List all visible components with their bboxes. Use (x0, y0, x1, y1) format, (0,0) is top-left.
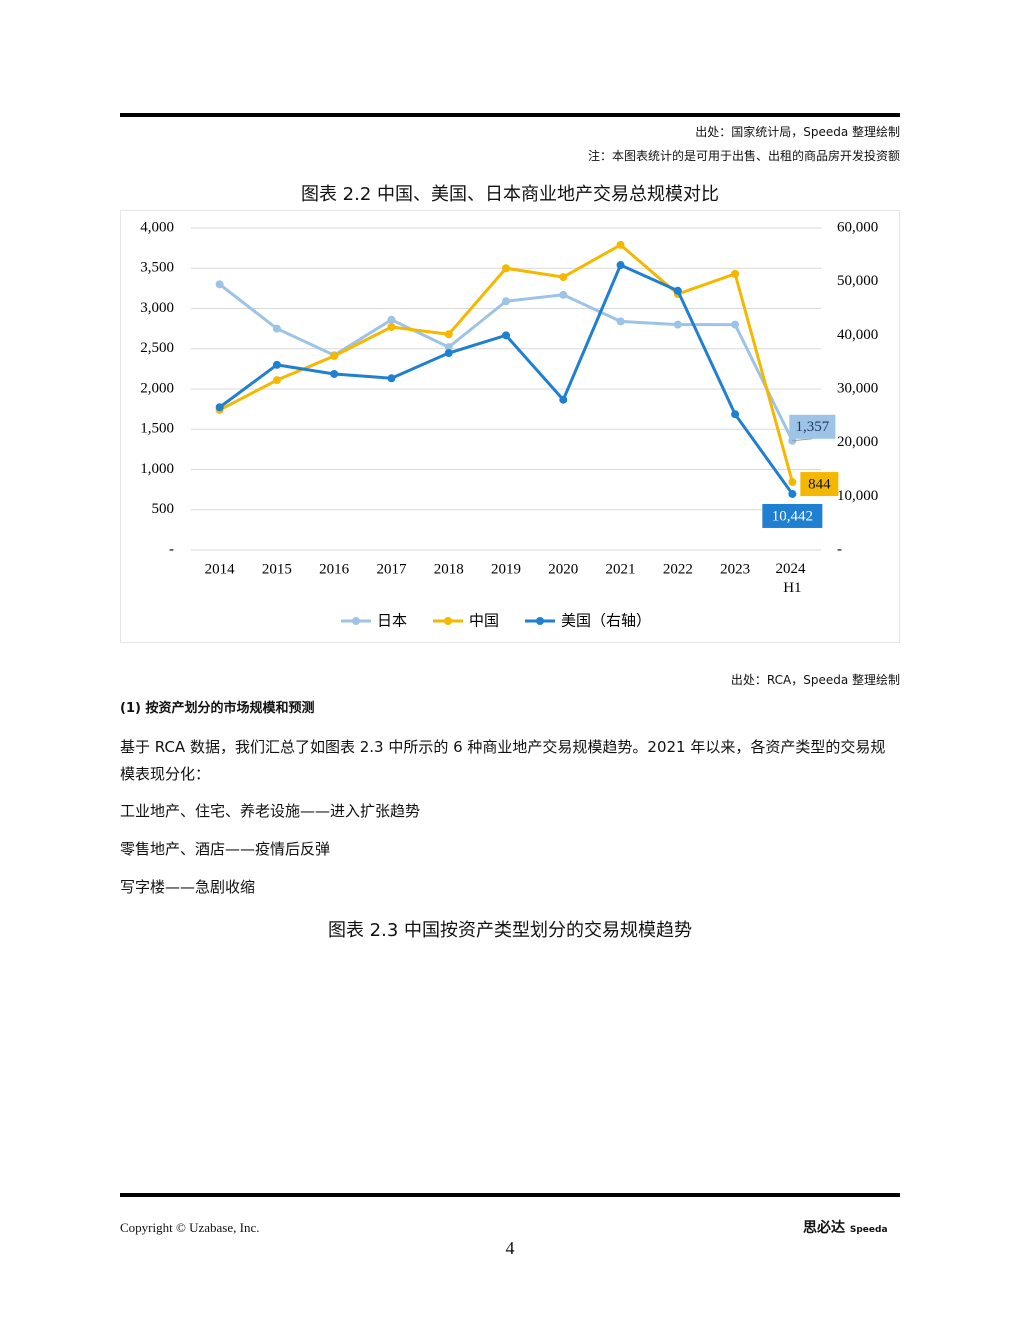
x-tick-label: 2018 (434, 561, 464, 577)
point (616, 317, 625, 326)
x-tick-label: 2019 (491, 561, 521, 577)
y2-tick-label: 50,000 (837, 273, 878, 289)
y-tick-label: 500 (152, 501, 175, 517)
point (330, 369, 339, 378)
y2-tick-label: 10,000 (837, 488, 878, 504)
point (788, 489, 797, 498)
chart: - 500 1,000 1,500 2,000 2,500 3,000 3,500 4,000 -… (120, 210, 900, 643)
y2-tick-label: 60,000 (837, 219, 878, 235)
legend-label: 中国 (469, 612, 499, 630)
y-tick-label: - (169, 541, 174, 557)
y-tick-label: 2,500 (140, 340, 174, 356)
logo-text: 思必达 (803, 1220, 845, 1236)
x-tick-label: 2020 (548, 561, 578, 577)
figure-title: 图表 2.3 中国按资产类型划分的交易规模趋势 (327, 920, 693, 941)
y-tick-label: 1,500 (140, 421, 174, 437)
legend-label: 美国（右轴） (561, 612, 651, 630)
y2-tick-label: - (837, 541, 842, 557)
point (502, 264, 510, 273)
logo: 思必达 Speeda (803, 1217, 888, 1237)
x-tick-label: 2021 (606, 561, 636, 577)
page-number: 4 (505, 1238, 515, 1258)
list-item: 零售地产、酒店——疫情后反弹 (120, 840, 331, 858)
point (330, 351, 339, 360)
y-tick-label: 3,000 (140, 300, 174, 316)
x-tick-label: 2024 H1 (775, 561, 809, 596)
bottom-rule (120, 1193, 900, 1197)
x-tick-label: 2017 (376, 561, 407, 577)
point (387, 315, 396, 324)
y2-tick-label: 20,000 (837, 434, 878, 450)
point (272, 376, 281, 385)
legend-marker (536, 617, 544, 625)
chart-title: 图表 2.2 中国、美国、日本商业地产交易总规模对比 (300, 184, 720, 205)
list-item: 写字楼——急剧收缩 (120, 878, 256, 896)
paragraph: 基于 RCA 数据，我们汇总了如图表 2.3 中所示的 6 种商业地产交易规模趋… (120, 738, 886, 783)
point (444, 343, 453, 352)
x-tick-label: 2022 (663, 561, 693, 577)
value-label: 1,357 (795, 419, 829, 435)
x-tick-line: 2024 (775, 561, 809, 577)
point (502, 297, 510, 306)
legend-label: 日本 (377, 612, 407, 630)
point (215, 403, 224, 412)
point (444, 349, 453, 358)
series-line (218, 243, 794, 483)
y2-tick-label: 40,000 (837, 327, 878, 343)
value-label-box (800, 472, 839, 497)
note: 注：本图表统计的是可用于出售、出租的商品房开发投资额 (587, 149, 900, 163)
point (731, 269, 740, 278)
value-label: 844 (808, 476, 831, 492)
point (731, 320, 740, 329)
point (559, 395, 568, 404)
y-tick-label: 3,500 (140, 260, 174, 276)
point (616, 240, 625, 249)
point (387, 323, 396, 332)
x-tick-label: 2016 (319, 561, 350, 577)
point (788, 478, 797, 487)
value-label-box (789, 414, 836, 439)
point (272, 324, 281, 333)
series-line (218, 283, 794, 442)
point (502, 331, 510, 340)
point (616, 261, 625, 270)
point (272, 360, 281, 369)
point (559, 290, 568, 299)
x-tick-label: 2015 (262, 561, 292, 577)
x-tick-line: H1 (783, 580, 801, 596)
point (215, 280, 224, 289)
point (559, 273, 568, 282)
x-tick-label: 2014 (205, 561, 236, 577)
y2-tick-label: 30,000 (837, 380, 878, 396)
x-tick-label: 2023 (720, 561, 750, 577)
y-tick-label: 1,000 (140, 461, 174, 477)
list-item: 工业地产、住宅、养老设施——进入扩张趋势 (120, 802, 421, 820)
point (673, 286, 682, 295)
chart-source: 出处：RCA，Speeda 整理绘制 (730, 673, 900, 687)
leader-line (792, 438, 813, 442)
section-heading: (1) 按资产划分的市场规模和预测 (120, 701, 315, 716)
value-label: 10,442 (772, 508, 813, 524)
point (731, 410, 740, 419)
legend-marker (352, 617, 360, 625)
point (444, 330, 453, 339)
y-tick-label: 2,000 (140, 380, 174, 396)
legend-marker (444, 617, 452, 625)
value-label-box (762, 503, 823, 528)
source-note: 出处：国家统计局，Speeda 整理绘制 (695, 125, 900, 139)
logo-sub: Speeda (849, 1225, 888, 1235)
y-tick-label: 4,000 (140, 219, 174, 235)
point (673, 320, 682, 329)
point (387, 374, 396, 383)
top-rule (120, 113, 900, 117)
copyright: Copyright © Uzabase, Inc. (120, 1220, 260, 1235)
